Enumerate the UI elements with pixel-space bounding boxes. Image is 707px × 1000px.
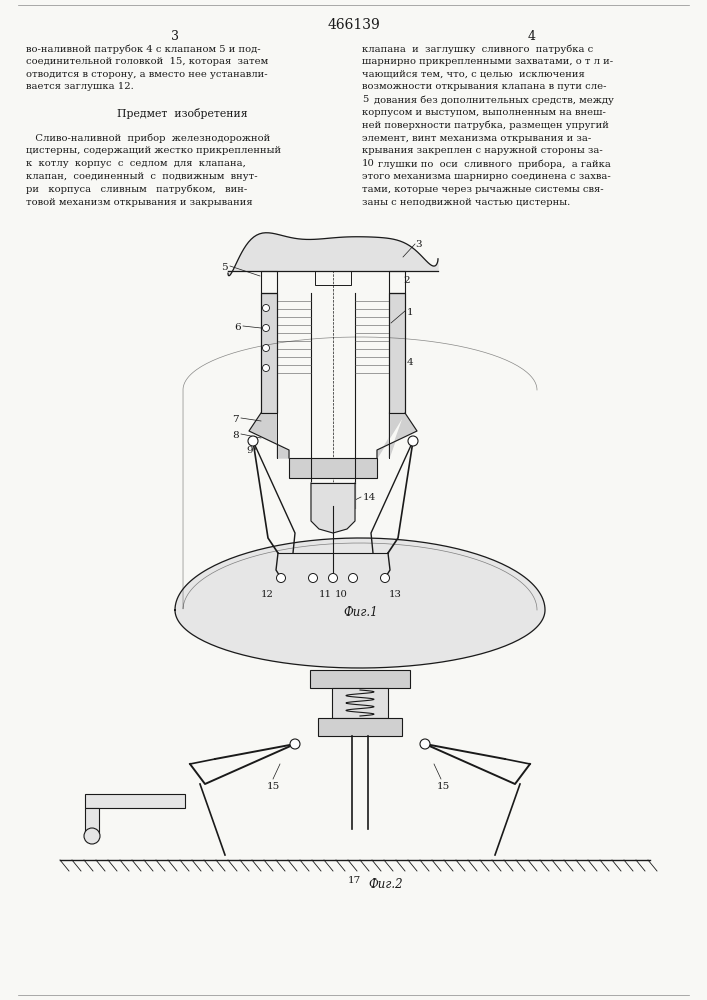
Text: возможности открывания клапана в пути сле-: возможности открывания клапана в пути сл…: [362, 82, 607, 91]
Polygon shape: [249, 413, 289, 458]
Bar: [332, 688, 388, 718]
Circle shape: [408, 436, 418, 446]
Text: 4: 4: [407, 358, 414, 367]
Circle shape: [420, 739, 430, 749]
Text: 466139: 466139: [327, 18, 380, 32]
Text: 7: 7: [233, 415, 239, 424]
Text: клапан,  соединенный  с  подвижным  внут-: клапан, соединенный с подвижным внут-: [26, 172, 257, 181]
Circle shape: [380, 574, 390, 582]
Bar: [318, 718, 402, 736]
Text: 14: 14: [363, 493, 376, 502]
Text: 3: 3: [415, 240, 421, 249]
Circle shape: [262, 324, 269, 332]
Text: во-наливной патрубок 4 с клапаном 5 и под-: во-наливной патрубок 4 с клапаном 5 и по…: [26, 44, 261, 53]
Text: 10: 10: [335, 590, 348, 599]
Circle shape: [248, 436, 258, 446]
Text: клапана  и  заглушку  сливного  патрубка с: клапана и заглушку сливного патрубка с: [362, 44, 593, 53]
Text: 5: 5: [221, 263, 228, 272]
Text: 6: 6: [235, 323, 241, 332]
Text: цистерны, содержащий жестко прикрепленный: цистерны, содержащий жестко прикрепленны…: [26, 146, 281, 155]
Circle shape: [276, 574, 286, 582]
Text: тами, которые через рычажные системы свя-: тами, которые через рычажные системы свя…: [362, 185, 604, 194]
Text: Фиг.2: Фиг.2: [368, 878, 402, 891]
Text: 17: 17: [348, 876, 361, 885]
Text: корпусом и выступом, выполненным на внеш-: корпусом и выступом, выполненным на внеш…: [362, 108, 606, 117]
Text: 11: 11: [319, 590, 332, 599]
Circle shape: [308, 574, 317, 582]
Text: 4: 4: [528, 30, 536, 43]
Text: вается заглушка 12.: вается заглушка 12.: [26, 82, 134, 91]
Circle shape: [290, 739, 300, 749]
Text: соединительной головкой  15, которая  затем: соединительной головкой 15, которая зате…: [26, 57, 268, 66]
Polygon shape: [311, 483, 355, 533]
Text: этого механизма шарнирно соединена с захва-: этого механизма шарнирно соединена с зах…: [362, 172, 611, 181]
Text: 2: 2: [403, 276, 409, 285]
Text: 8: 8: [233, 431, 239, 440]
Polygon shape: [228, 233, 438, 276]
Circle shape: [84, 828, 100, 844]
Text: Предмет  изобретения: Предмет изобретения: [117, 108, 247, 119]
Text: 12: 12: [261, 590, 274, 599]
Circle shape: [329, 574, 337, 582]
Text: глушки по  оси  сливного  прибора,  а гайка: глушки по оси сливного прибора, а гайка: [378, 159, 611, 169]
Text: чающийся тем, что, с целью  исключения: чающийся тем, что, с целью исключения: [362, 70, 585, 79]
Text: шарнирно прикрепленными захватами, о т л и-: шарнирно прикрепленными захватами, о т л…: [362, 57, 613, 66]
Circle shape: [262, 304, 269, 312]
Text: 3: 3: [171, 30, 179, 43]
Text: товой механизм открывания и закрывания: товой механизм открывания и закрывания: [26, 198, 252, 207]
Text: ней поверхности патрубка, размещен упругий: ней поверхности патрубка, размещен упруг…: [362, 121, 609, 130]
Circle shape: [262, 364, 269, 371]
Bar: [85, 794, 185, 808]
Bar: [85, 808, 99, 833]
Text: дования без дополнительных средств, между: дования без дополнительных средств, межд…: [374, 95, 614, 105]
Text: ри   корпуса   сливным   патрубком,   вин-: ри корпуса сливным патрубком, вин-: [26, 185, 247, 194]
Text: отводится в сторону, а вместо нее устанавли-: отводится в сторону, а вместо нее устана…: [26, 70, 268, 79]
Text: 9: 9: [246, 446, 253, 455]
Bar: [261, 271, 277, 293]
Bar: [261, 293, 277, 413]
Circle shape: [262, 344, 269, 352]
Text: элемент, винт механизма открывания и за-: элемент, винт механизма открывания и за-: [362, 134, 591, 143]
Bar: [289, 458, 377, 478]
Bar: [261, 293, 277, 413]
Text: 15: 15: [437, 782, 450, 791]
Text: 10: 10: [362, 159, 375, 168]
Bar: [310, 670, 410, 688]
Text: Сливо-наливной  прибор  железнодорожной: Сливо-наливной прибор железнодорожной: [26, 134, 270, 143]
Bar: [389, 293, 405, 413]
Text: крывания закреплен с наружной стороны за-: крывания закреплен с наружной стороны за…: [362, 146, 603, 155]
Bar: [315, 271, 351, 285]
Text: 15: 15: [267, 782, 280, 791]
Polygon shape: [377, 413, 417, 458]
Text: 13: 13: [389, 590, 402, 599]
Circle shape: [349, 574, 358, 582]
Text: Фиг.1: Фиг.1: [343, 606, 378, 619]
Bar: [389, 293, 405, 413]
Text: к  котлу  корпус  с  седлом  для  клапана,: к котлу корпус с седлом для клапана,: [26, 159, 246, 168]
Text: 5: 5: [362, 95, 368, 104]
Text: 1: 1: [407, 308, 414, 317]
Text: заны с неподвижной частью цистерны.: заны с неподвижной частью цистерны.: [362, 198, 571, 207]
Bar: [389, 271, 405, 293]
Polygon shape: [175, 538, 545, 668]
